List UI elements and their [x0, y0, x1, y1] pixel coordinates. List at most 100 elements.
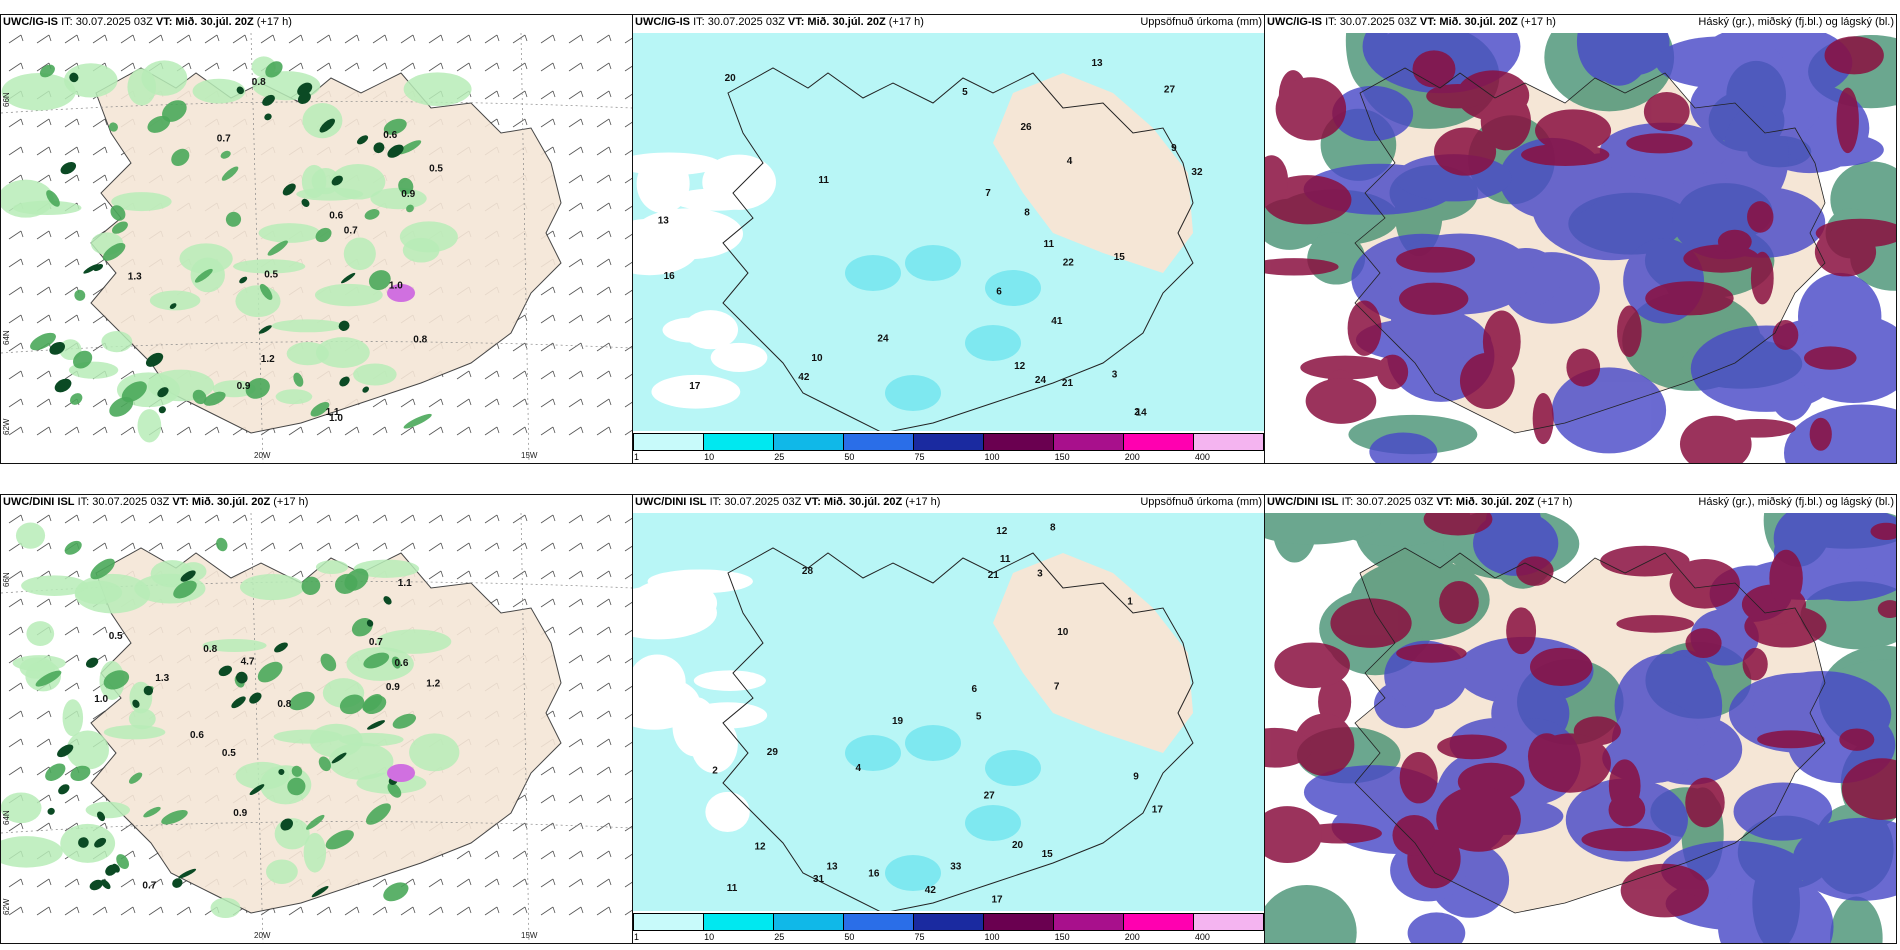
lon-label-15w: 15W	[521, 931, 538, 940]
lon-label-20w: 20W	[254, 451, 271, 460]
value-label: 0.5	[109, 631, 123, 642]
value-label: 42	[798, 372, 810, 383]
value-label: 7	[985, 188, 991, 199]
precip-legend: 1 10 25 50 75 100 150 200 400	[633, 913, 1264, 943]
precip-legend: 1 10 25 50 75 100 150 200 400	[633, 433, 1264, 463]
legend-swatch	[914, 434, 984, 450]
value-label: 10	[1057, 627, 1069, 638]
legend-swatch	[1194, 434, 1263, 450]
precip-areas	[1, 522, 460, 919]
value-label: 5	[962, 87, 968, 98]
value-label: 0.8	[277, 699, 291, 710]
legend-tick: 25	[774, 932, 785, 942]
legend-swatch	[1124, 914, 1194, 930]
value-label: 0.8	[203, 644, 217, 655]
value-label: 41	[1051, 316, 1063, 327]
map-clouds	[1265, 513, 1896, 943]
value-label: 22	[1063, 257, 1075, 268]
dry-land-east	[993, 553, 1193, 753]
value-label: 42	[925, 885, 937, 896]
panel-r1-accum: UWC/IG-IS IT: 30.07.2025 03Z VT: Mið. 30…	[632, 14, 1265, 464]
legend-swatch	[844, 434, 914, 450]
panel-header: UWC/IG-IS IT: 30.07.2025 03Z VT: Mið. 30…	[1267, 16, 1556, 28]
legend-tick: 400	[1194, 932, 1210, 942]
value-label: 0.6	[190, 730, 204, 741]
iceland-outline	[1354, 67, 1826, 434]
value-label: 2	[712, 766, 718, 777]
iceland-outline	[722, 547, 1194, 911]
value-label: 1.1	[398, 578, 412, 589]
value-label: 1.2	[261, 354, 275, 365]
legend-tick: 1	[634, 452, 640, 462]
lon-label-20w: 20W	[254, 931, 271, 940]
legend-tick: 1	[634, 932, 640, 942]
panel-header: UWC/DINI ISL IT: 30.07.2025 03Z VT: Mið.…	[3, 496, 309, 508]
legend-swatch	[1194, 914, 1263, 930]
legend-tick: 25	[774, 452, 785, 462]
value-label: 17	[689, 381, 701, 392]
value-label: 17	[992, 895, 1004, 906]
heavy-precip-area	[387, 764, 415, 782]
value-label: 0.9	[401, 189, 415, 200]
value-label: 26	[1021, 122, 1033, 133]
legend-tick: 50	[844, 932, 855, 942]
value-label: 0.5	[222, 748, 236, 759]
value-label: 19	[892, 716, 904, 727]
value-label: 31	[813, 874, 825, 885]
lat-label-62w: 62W	[2, 898, 11, 915]
panel-header: UWC/IG-IS IT: 30.07.2025 03Z VT: Mið. 30…	[635, 16, 924, 28]
legend-swatch	[1054, 914, 1124, 930]
value-label: 5	[976, 712, 982, 723]
panel-header: UWC/IG-IS IT: 30.07.2025 03Z VT: Mið. 30…	[3, 16, 292, 28]
panel-right-title: Háský (gr.), miðský (fj.bl.) og lágský (…	[1698, 16, 1894, 28]
value-label: 0.7	[217, 134, 231, 145]
panel-header: UWC/DINI ISL IT: 30.07.2025 03Z VT: Mið.…	[635, 496, 941, 508]
value-label: 12	[996, 526, 1008, 537]
value-label: 0.5	[429, 164, 443, 175]
panel-r1-clouds: UWC/IG-IS IT: 30.07.2025 03Z VT: Mið. 30…	[1264, 14, 1897, 464]
value-label: 3	[1037, 569, 1043, 580]
value-label: 6	[972, 684, 978, 695]
value-label: 0.5	[264, 269, 278, 280]
heavier-accum	[845, 245, 1041, 411]
lat-label-64n: 64N	[2, 330, 11, 345]
value-label: 9	[1171, 143, 1177, 154]
lat-lon-grid	[1, 33, 632, 463]
legend-swatch	[704, 914, 774, 930]
heavier-accum	[845, 725, 1041, 891]
panel-r1-wind: UWC/IG-IS IT: 30.07.2025 03Z VT: Mið. 30…	[0, 14, 633, 464]
value-label: 4	[1067, 156, 1073, 167]
lat-label-66n: 66N	[2, 572, 11, 587]
value-label: 16	[868, 869, 880, 880]
legend-swatch	[704, 434, 774, 450]
legend-tick: 200	[1124, 932, 1140, 942]
legend-swatch	[634, 434, 704, 450]
panel-r2-clouds: UWC/DINI ISL IT: 30.07.2025 03Z VT: Mið.…	[1264, 494, 1897, 944]
value-label: 33	[950, 862, 962, 873]
legend-swatch	[914, 914, 984, 930]
value-label: 13	[827, 861, 839, 872]
legend-tick: 75	[914, 452, 925, 462]
map-accum-precip: 4511131091614152024412617273211132422124…	[633, 33, 1264, 431]
value-label: 13	[658, 215, 670, 226]
value-label: 32	[1191, 167, 1203, 178]
legend-swatch	[774, 434, 844, 450]
legend-swatch	[1124, 434, 1194, 450]
value-label: 7	[1054, 681, 1060, 692]
value-label: 21	[988, 570, 1000, 581]
heavy-precip-area	[387, 284, 415, 302]
legend-swatch	[634, 914, 704, 930]
panel-right-title: Uppsöfnuð úrkoma (mm)	[1140, 496, 1262, 508]
value-label: 16	[664, 271, 676, 282]
lon-label-15w: 15W	[521, 451, 538, 460]
value-label: 21	[1062, 378, 1074, 389]
legend-tick: 50	[844, 452, 855, 462]
legend-tick: 150	[1054, 452, 1070, 462]
value-label: 11	[1000, 554, 1011, 565]
lat-label-64n: 64N	[2, 810, 11, 825]
value-label: 10	[811, 353, 823, 364]
legend-tick: 150	[1054, 932, 1070, 942]
value-label: 4	[856, 763, 862, 774]
value-label: 12	[1014, 361, 1026, 372]
value-label: 27	[1164, 84, 1176, 95]
